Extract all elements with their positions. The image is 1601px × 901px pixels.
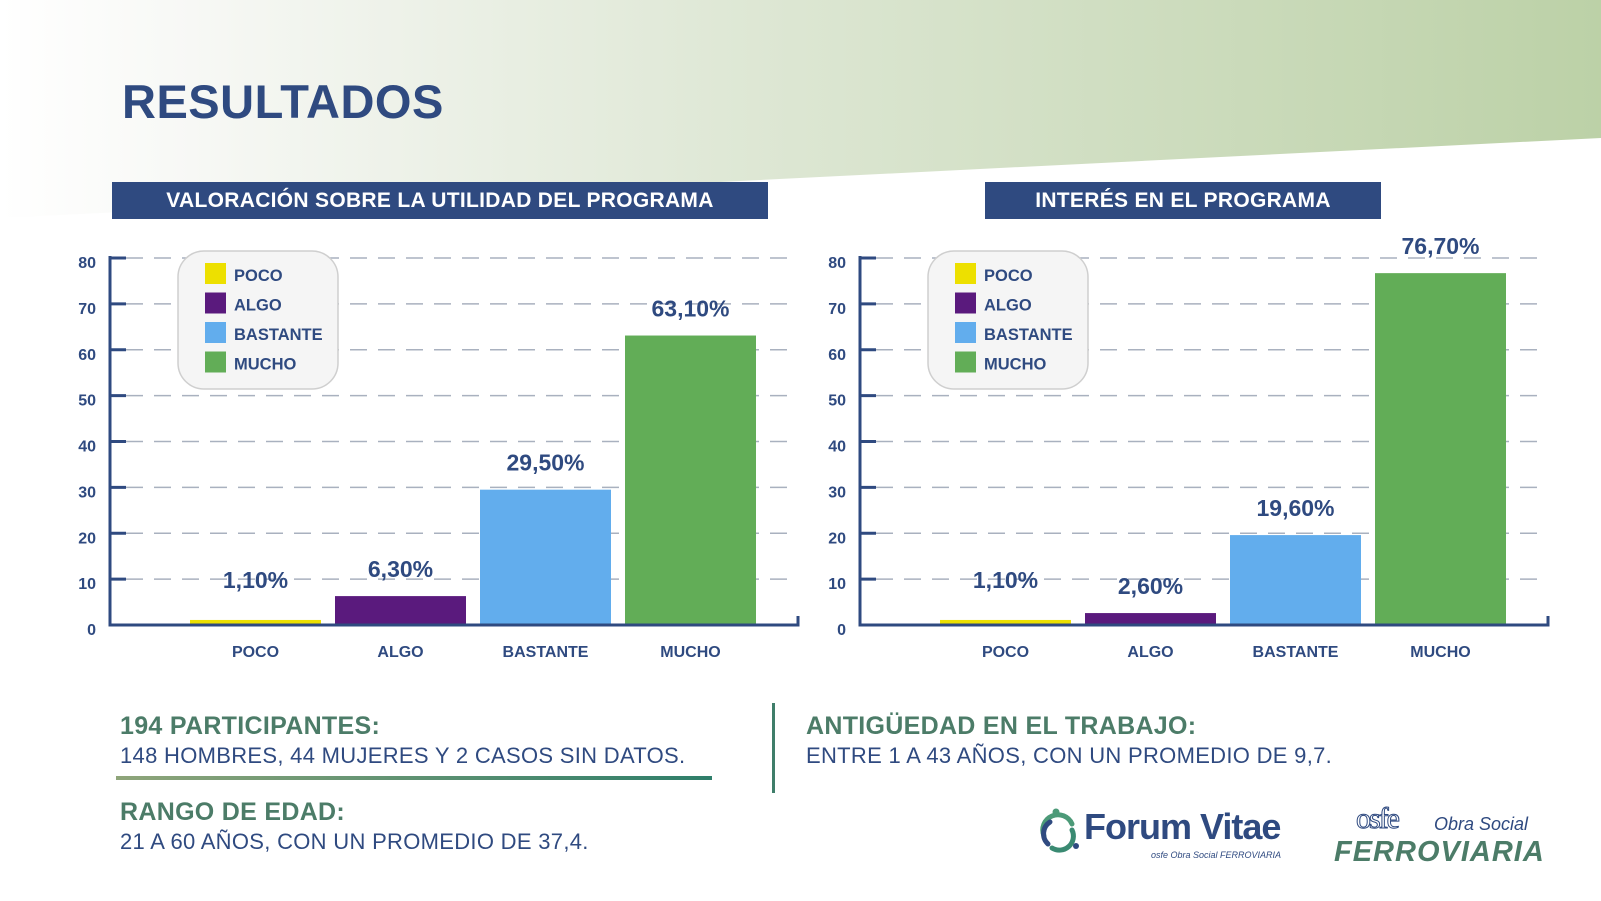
x-tick-label: MUCHO	[1410, 644, 1470, 661]
y-tick-label: 50	[828, 393, 846, 410]
stat-participantes-value: 148 HOMBRES, 44 MUJERES Y 2 CASOS SIN DA…	[120, 743, 686, 768]
legend-label: BASTANTE	[984, 326, 1073, 344]
forum-vitae-sub-mark: osfe	[1151, 850, 1169, 860]
forum-vitae-logo: Forum Vitae osfe Obra Social FERROVIARIA	[1036, 800, 1296, 870]
legend-swatch-algo	[205, 292, 226, 314]
osfe-obra-social: Obra Social	[1434, 814, 1529, 834]
chart-title-utilidad: VALORACIÓN SOBRE LA UTILIDAD DEL PROGRAM…	[112, 182, 768, 219]
x-tick-label: POCO	[982, 644, 1029, 661]
data-label: 63,10%	[651, 296, 729, 322]
bar-chart-utilidad: 0 10 20 30 40 50 60 70 80 1,10% POCO 6,30% ALGO 29,50…	[78, 250, 800, 661]
y-tick-label: 40	[78, 439, 96, 456]
legend-label: POCO	[234, 267, 283, 285]
y-tick-label: 60	[828, 347, 846, 364]
bar-bastante	[480, 489, 611, 624]
legend-swatch-mucho	[955, 351, 976, 373]
y-tick-label: 20	[828, 530, 846, 547]
chart-legend: POCO ALGO BASTANTE MUCHO	[177, 250, 339, 390]
data-label: 1,10%	[973, 567, 1038, 593]
bar-mucho	[1375, 273, 1506, 624]
data-label: 76,70%	[1401, 233, 1479, 259]
y-tick-label: 0	[87, 622, 96, 639]
stat-participantes-label: 194 PARTICIPANTES:	[120, 712, 381, 740]
y-tick-label: 20	[78, 530, 96, 547]
y-tick-label: 10	[828, 576, 846, 593]
stat-edad: RANGO DE EDAD: 21 A 60 AÑOS, CON UN PROM…	[120, 798, 589, 855]
osfe-ferroviaria: FERROVIARIA	[1334, 836, 1545, 868]
bar-bastante	[1230, 535, 1361, 624]
legend-swatch-algo	[955, 292, 976, 314]
x-tick-label: ALGO	[377, 644, 423, 661]
chart-legend: POCO ALGO BASTANTE MUCHO	[927, 250, 1089, 390]
legend-label: POCO	[984, 267, 1033, 285]
stat-edad-label: RANGO DE EDAD:	[120, 798, 346, 826]
y-tick-label: 40	[828, 439, 846, 456]
bar-algo	[1085, 613, 1216, 624]
x-tick-label: MUCHO	[660, 644, 720, 661]
x-tick-label: BASTANTE	[1253, 644, 1339, 661]
y-tick-label: 70	[828, 301, 846, 318]
legend-swatch-mucho	[205, 351, 226, 373]
y-tick-label: 30	[828, 484, 846, 501]
bar-mucho	[625, 335, 756, 624]
divider-vertical	[772, 703, 775, 793]
data-label: 1,10%	[223, 567, 288, 593]
stat-antiguedad-label: ANTIGÜEDAD EN EL TRABAJO:	[806, 712, 1197, 740]
stat-antiguedad-value: ENTRE 1 A 43 AÑOS, CON UN PROMEDIO DE 9,…	[806, 743, 1333, 768]
data-label: 2,60%	[1118, 573, 1183, 599]
data-label: 6,30%	[368, 556, 433, 582]
y-tick-label: 50	[78, 393, 96, 410]
osfe-mark-icon: osfe	[1356, 802, 1401, 836]
chart-title-interes: INTERÉS EN EL PROGRAMA	[985, 182, 1381, 219]
divider-horizontal	[116, 776, 712, 780]
legend-label: BASTANTE	[234, 326, 323, 344]
osfe-logo: osfe Obra Social FERROVIARIA	[1330, 800, 1544, 870]
data-label: 29,50%	[506, 450, 584, 476]
bar-poco	[190, 619, 321, 624]
page-title: RESULTADOS	[122, 75, 444, 128]
y-tick-label: 60	[78, 347, 96, 364]
stat-edad-value: 21 A 60 AÑOS, CON UN PROMEDIO DE 37,4.	[120, 829, 589, 854]
x-tick-label: POCO	[232, 644, 279, 661]
legend-label: MUCHO	[234, 356, 296, 374]
x-tick-label: ALGO	[1127, 644, 1173, 661]
forum-vitae-sub-text: Obra Social FERROVIARIA	[1170, 850, 1282, 860]
bar-chart-interes: 0 10 20 30 40 50 60 70 80 1,10% POCO 2,60% ALGO 19,60…	[828, 233, 1550, 661]
y-tick-label: 80	[828, 255, 846, 272]
y-tick-label: 0	[837, 622, 846, 639]
y-tick-label: 10	[78, 576, 96, 593]
header-band	[0, 0, 1601, 218]
legend-swatch-poco	[205, 263, 226, 284]
y-tick-label: 30	[78, 484, 96, 501]
forum-vitae-subtitle: osfe Obra Social FERROVIARIA	[1151, 850, 1281, 860]
data-label: 19,60%	[1256, 495, 1334, 521]
legend-swatch-bastante	[955, 322, 976, 343]
forum-vitae-emblem-icon	[1040, 808, 1079, 853]
bar-algo	[335, 596, 466, 624]
bar-poco	[940, 619, 1071, 624]
x-tick-label: BASTANTE	[503, 644, 589, 661]
y-tick-label: 70	[78, 301, 96, 318]
legend-label: MUCHO	[984, 356, 1046, 374]
forum-vitae-wordmark: Forum Vitae	[1084, 806, 1281, 847]
legend-swatch-bastante	[205, 322, 226, 343]
stat-participantes: 194 PARTICIPANTES: 148 HOMBRES, 44 MUJER…	[120, 712, 685, 769]
legend-label: ALGO	[984, 297, 1032, 315]
stat-antiguedad: ANTIGÜEDAD EN EL TRABAJO: ENTRE 1 A 43 A…	[806, 712, 1332, 769]
legend-label: ALGO	[234, 297, 282, 315]
y-tick-label: 80	[78, 255, 96, 272]
legend-swatch-poco	[955, 263, 976, 284]
